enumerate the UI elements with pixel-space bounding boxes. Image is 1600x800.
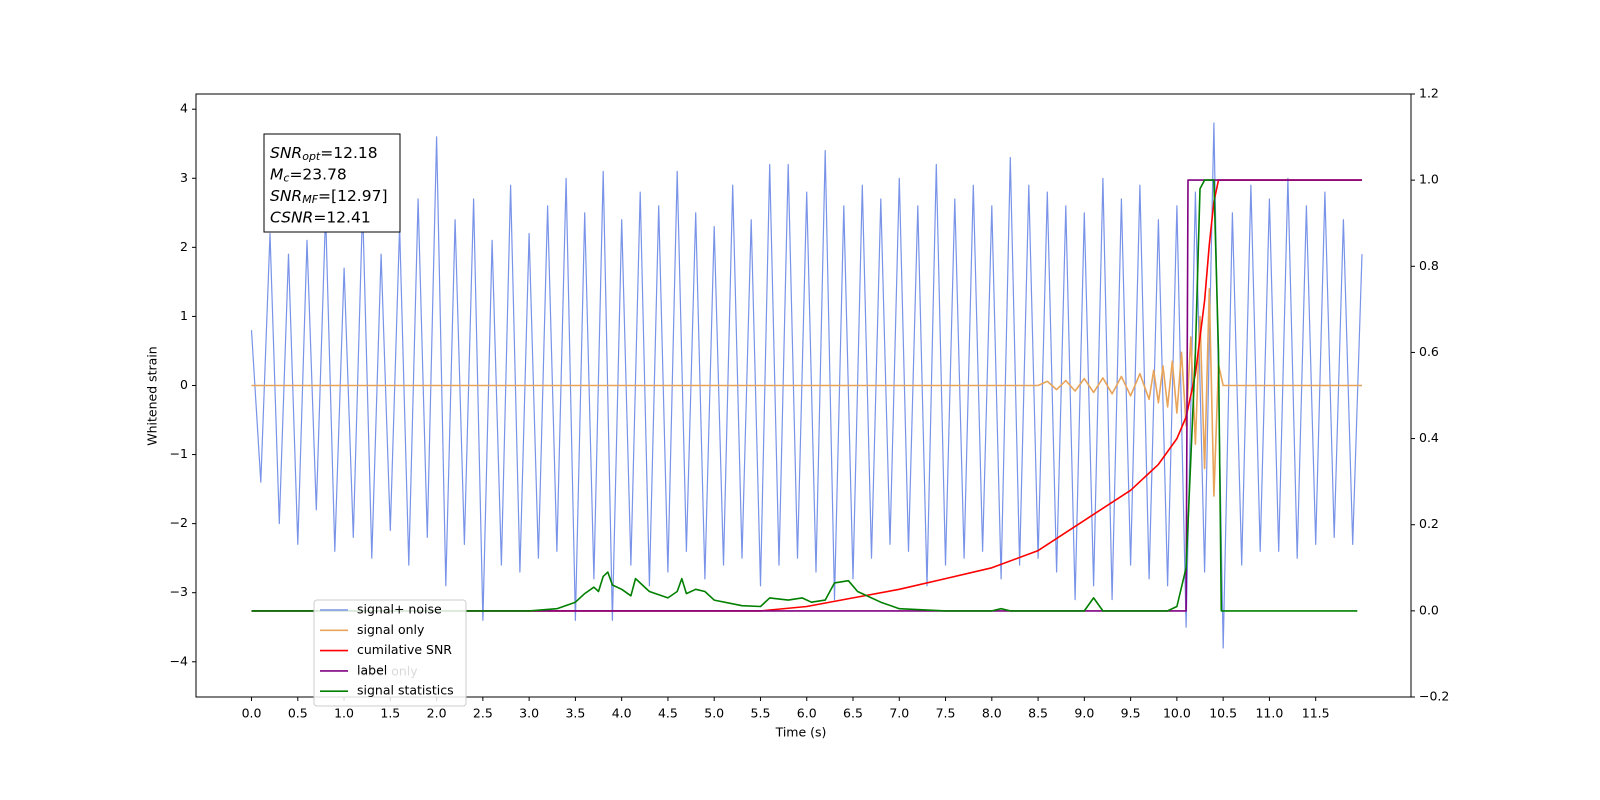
x-tick-label: 8.0	[982, 706, 1002, 721]
stats-text: SNRMF=[12.97]	[270, 187, 388, 207]
x-tick-label: 10.0	[1163, 706, 1191, 721]
stats-text: SNRopt=12.18	[270, 144, 378, 164]
y-axis-label: Whitened strain	[145, 346, 160, 445]
x-tick-label: 4.0	[612, 706, 632, 721]
x-tick-label: 0.0	[242, 706, 262, 721]
x-tick-label: 4.5	[658, 706, 678, 721]
x-axis-label: Time (s)	[775, 725, 827, 740]
x-tick-label: 1.5	[380, 706, 400, 721]
x-tick-label: 6.0	[797, 706, 817, 721]
stats-box	[263, 133, 401, 233]
x-tick-label: 5.5	[751, 706, 771, 721]
y-tick-label: 1	[180, 308, 188, 323]
y2-tick-label: 0.0	[1419, 602, 1439, 617]
stats-text: Mc=23.78	[270, 165, 347, 185]
legend-label: cumilative SNR	[357, 642, 452, 657]
stats-text: CSNR=12.41	[270, 208, 371, 226]
legend-label: signal only	[357, 622, 425, 637]
legend-label: signal+ noise	[357, 602, 442, 617]
legend-label: signal statistics	[357, 683, 454, 698]
series-line	[250, 122, 1363, 649]
y-tick-label: −1	[170, 446, 188, 461]
stats-name: M	[270, 165, 283, 183]
x-tick-label: 6.5	[843, 706, 863, 721]
stats-name: SNR	[270, 187, 302, 205]
x-tick-label: 3.0	[519, 706, 539, 721]
y2-tick-label: −0.2	[1419, 689, 1449, 704]
plot-frame	[195, 93, 1412, 698]
y2-tick-label: 0.2	[1419, 516, 1439, 531]
x-tick-label: 7.5	[936, 706, 956, 721]
series-line	[251, 288, 1362, 497]
x-tick-label: 9.0	[1074, 706, 1094, 721]
stats-value: =12.18	[320, 144, 377, 162]
x-tick-label: 0.5	[288, 706, 308, 721]
stats-sub: opt	[302, 150, 321, 163]
y2-tick-label: 1.0	[1419, 172, 1439, 187]
legend-label: label	[357, 662, 387, 677]
y-tick-label: −4	[170, 653, 188, 668]
y2-tick-label: 0.8	[1419, 258, 1439, 273]
stats-sub: c	[283, 172, 289, 185]
stats-value: =23.78	[289, 165, 346, 183]
x-tick-label: 10.5	[1209, 706, 1237, 721]
y-tick-label: 4	[180, 101, 188, 116]
legend-box	[313, 599, 467, 707]
y-tick-label: 3	[180, 170, 188, 185]
y2-tick-label: 0.6	[1419, 344, 1439, 359]
x-tick-label: 11.0	[1255, 706, 1283, 721]
series-line	[251, 179, 1362, 612]
x-tick-label: 11.5	[1302, 706, 1330, 721]
x-tick-label: 7.0	[889, 706, 909, 721]
x-tick-label: 2.5	[473, 706, 493, 721]
y-tick-label: −3	[170, 584, 188, 599]
stats-sub: MF	[302, 193, 318, 206]
y2-tick-label: 0.4	[1419, 430, 1439, 445]
y-tick-label: 2	[180, 239, 188, 254]
series-line	[251, 179, 1358, 612]
y-tick-label: −2	[170, 515, 188, 530]
x-tick-label: 8.5	[1028, 706, 1048, 721]
x-tick-label: 2.0	[427, 706, 447, 721]
x-tick-label: 9.5	[1121, 706, 1141, 721]
series-line	[251, 179, 1362, 612]
stats-value: =[12.97]	[318, 187, 387, 205]
y2-tick-label: 1.2	[1419, 86, 1439, 101]
x-tick-label: 3.5	[565, 706, 585, 721]
stats-name: SNR	[270, 144, 302, 162]
stats-name: CSNR	[270, 208, 313, 226]
x-tick-label: 5.0	[704, 706, 724, 721]
y-tick-label: 0	[180, 377, 188, 392]
stats-value: =12.41	[313, 208, 370, 226]
x-tick-label: 1.0	[334, 706, 354, 721]
